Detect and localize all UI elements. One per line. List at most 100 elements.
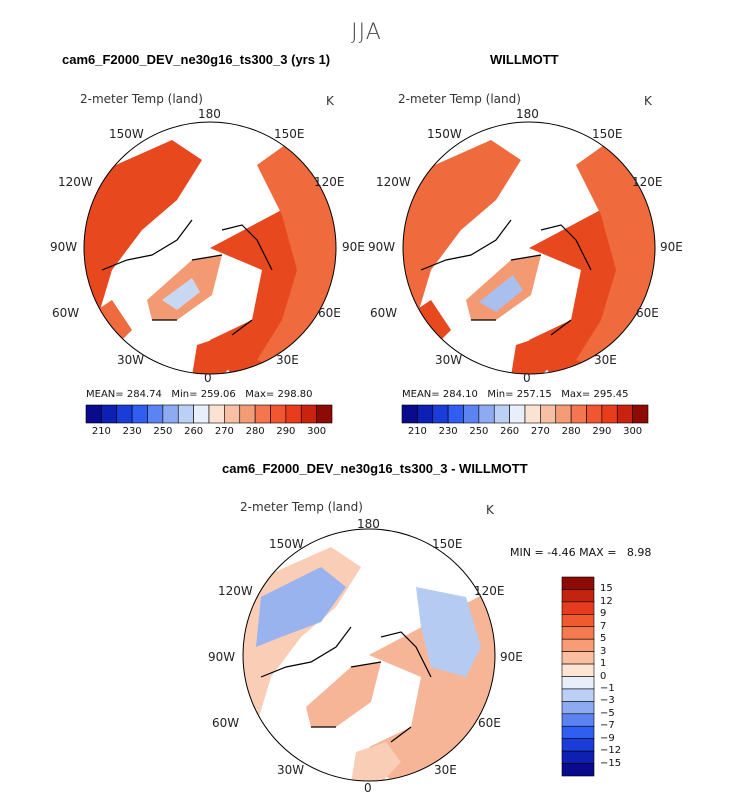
colorbar-3-swatch-10 [561, 701, 595, 715]
panel-1-mean-label: MEAN= [86, 389, 124, 400]
colorbar-3-swatch-12 [561, 725, 595, 739]
map-2-land-europe [511, 335, 561, 374]
map-2-coastline [420, 219, 592, 336]
colorbar-1-swatch-5 [162, 404, 179, 424]
season-title: JJA [351, 20, 382, 45]
colorbar-3-swatch-9 [561, 688, 595, 702]
colorbar-1-swatch-4 [147, 404, 164, 424]
colorbar-3-swatch-1 [561, 589, 595, 603]
panel-1-max-label: Max= [245, 389, 275, 400]
map-2-lon-label-90e: 90E [660, 240, 683, 254]
map-3-lon-label-0: 0 [364, 781, 372, 795]
map-1-land-greenland-core [162, 278, 200, 310]
colorbar-3-swatch-0 [561, 576, 595, 590]
colorbar-2-swatch-13 [601, 404, 618, 424]
panel-3-min-value: -4.46 [547, 546, 576, 559]
map-3-lon-label-60e: 60E [478, 716, 501, 730]
colorbar-1-swatch-13 [285, 404, 302, 424]
colorbar-3-swatch-14 [561, 750, 595, 764]
colorbar-1-tick-label: 260 [184, 426, 204, 437]
panel-1-max-value: 298.80 [277, 389, 313, 400]
colorbar-3-tick-label: 15 [600, 583, 613, 595]
map-3-lon-label-120e: 120E [474, 584, 505, 598]
map-1-lon-label-60e: 60E [318, 306, 341, 320]
colorbar-2-swatch-7 [509, 404, 526, 424]
map-3-lon-label-90w: 90W [208, 650, 236, 664]
colorbar-3-swatch-3 [561, 614, 595, 628]
colorbar-1-swatch-10 [239, 404, 256, 424]
colorbar-3-tick-label: 3 [600, 645, 607, 657]
map-2-lon-label-60w: 60W [370, 306, 398, 320]
colorbar-1-swatch-2 [116, 404, 133, 424]
panel-3-max-label: MAX = [579, 546, 617, 559]
colorbar-2-swatch-1 [417, 404, 434, 424]
colorbar-3-tick-label: −1 [600, 682, 615, 694]
map-2-polar-plot [402, 121, 656, 375]
colorbar-1-swatch-8 [208, 404, 225, 424]
colorbar-2-tick-label: 250 [469, 426, 489, 437]
colorbar-1-swatch-14 [300, 404, 317, 424]
colorbar-3-tick-label: −7 [600, 720, 615, 732]
map-3-polar-plot [242, 528, 496, 782]
map-2-lon-label-150w: 150W [427, 127, 462, 141]
map-1-land-america [84, 140, 202, 350]
colorbar-2 [401, 404, 649, 424]
map-3-land-canada-cool [256, 567, 346, 647]
panel-3-stats: MIN = -4.46 MAX = 8.98 [510, 546, 651, 559]
panel-1-min-value: 259.06 [200, 389, 236, 400]
map-1-lon-label-0: 0 [204, 371, 212, 385]
colorbar-2-swatch-11 [570, 404, 587, 424]
map-3-lon-label-150w: 150W [269, 537, 304, 551]
map-1-lon-label-120w: 120W [58, 175, 93, 189]
panel-1-stats: MEAN= 284.74 Min= 259.06 Max= 298.80 [86, 389, 313, 400]
map-3-land-greenland [306, 662, 381, 727]
map-1-coastline [101, 219, 273, 336]
colorbar-2-swatch-14 [616, 404, 633, 424]
colorbar-1 [85, 404, 333, 424]
map-3-lon-label-120w: 120W [218, 584, 253, 598]
map-3-lon-label-180: 180 [357, 517, 380, 531]
colorbar-1-swatch-0 [85, 404, 102, 424]
map-2-lon-label-120w: 120W [376, 175, 411, 189]
colorbar-1-swatch-11 [254, 404, 271, 424]
map-3-coastline [260, 626, 432, 743]
map-3-land-europe [351, 742, 401, 781]
map-3-lon-label-150e: 150E [432, 537, 463, 551]
map-1-land-europe [192, 335, 242, 374]
colorbar-3-tick-label: 7 [600, 620, 607, 632]
colorbar-2-swatch-0 [401, 404, 418, 424]
colorbar-2-ticks: 210 230 250 260 270 280 290 300 [402, 426, 648, 440]
colorbar-1-swatch-7 [193, 404, 210, 424]
panel-1-variable-label: 2-meter Temp (land) [80, 92, 203, 106]
colorbar-3-tick-label: −12 [600, 745, 622, 757]
colorbar-3-tick-label: 1 [600, 658, 607, 670]
colorbar-3-swatch-5 [561, 638, 595, 652]
map-2-lon-label-90w: 90W [368, 240, 396, 254]
colorbar-3-swatch-15 [561, 763, 595, 777]
colorbar-2-swatch-9 [540, 404, 557, 424]
panel-1-min-label: Min= [171, 389, 198, 400]
map-1-lon-label-90w: 90W [50, 240, 78, 254]
colorbar-1-tick-label: 280 [245, 426, 265, 437]
panel-3-max-value: 8.98 [626, 546, 652, 559]
colorbar-3-tick-label: 12 [600, 595, 613, 607]
colorbar-2-swatch-8 [524, 404, 541, 424]
map-2-lon-label-60e: 60E [636, 306, 659, 320]
colorbar-2-swatch-10 [555, 404, 572, 424]
colorbar-3-swatch-2 [561, 601, 595, 615]
map-1-lon-label-150w: 150W [109, 127, 144, 141]
map-1-lon-label-120e: 120E [314, 175, 345, 189]
colorbar-3-swatch-7 [561, 663, 595, 677]
panel-2-mean-value: 284.10 [442, 389, 478, 400]
colorbar-1-swatch-9 [224, 404, 241, 424]
panel-3-units-label: K [486, 503, 494, 517]
panel-2-max-label: Max= [561, 389, 591, 400]
map-2-lon-label-0: 0 [523, 371, 531, 385]
colorbar-1-swatch-12 [270, 404, 287, 424]
colorbar-3-swatch-4 [561, 626, 595, 640]
map-3-land-siberia-cool [416, 587, 481, 677]
map-1-border [83, 121, 337, 375]
colorbar-3-swatch-13 [561, 738, 595, 752]
colorbar-3-tick-label: −3 [600, 695, 615, 707]
panel-2-variable-label: 2-meter Temp (land) [398, 92, 521, 106]
